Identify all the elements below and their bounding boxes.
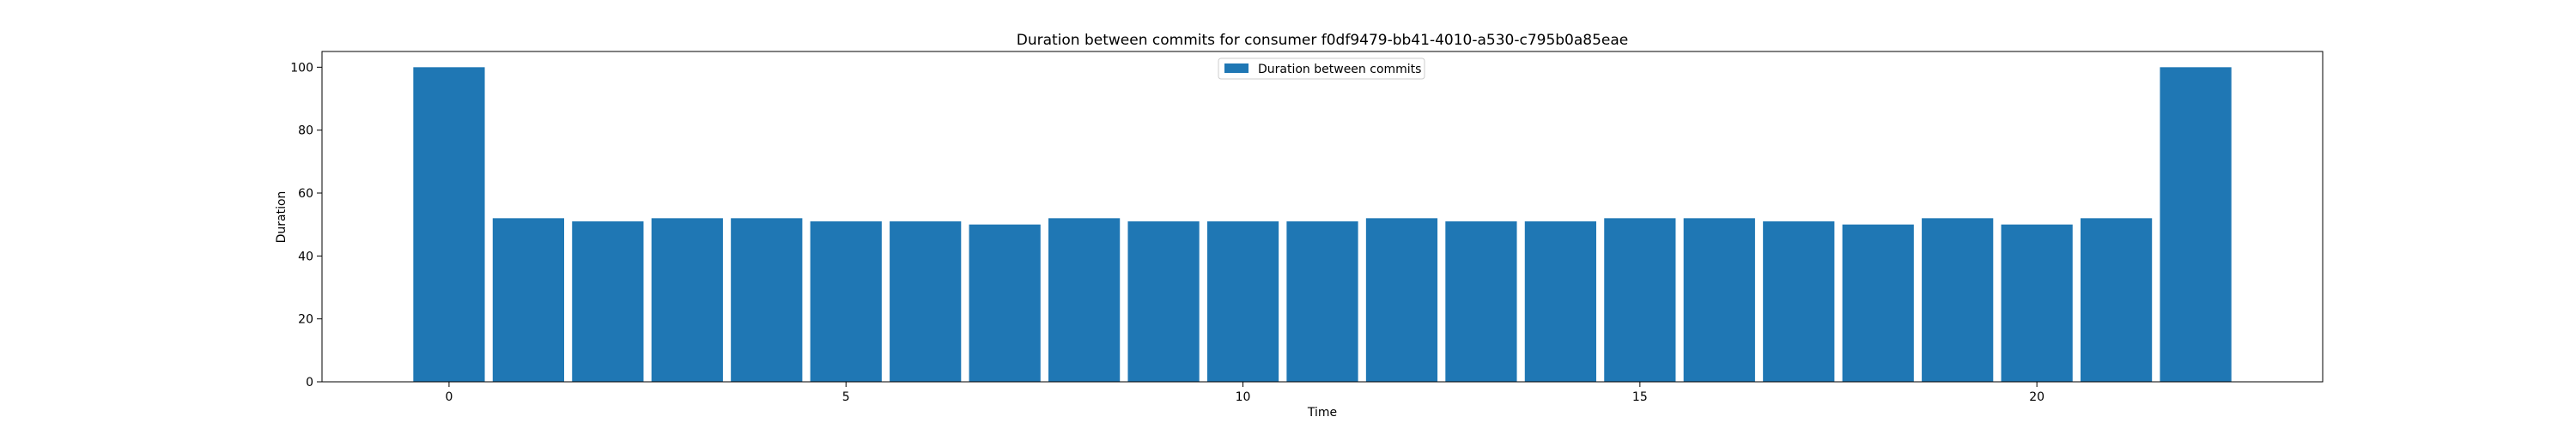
bar bbox=[731, 218, 803, 382]
chart-title: Duration between commits for consumer f0… bbox=[1017, 32, 1629, 49]
bar bbox=[1604, 218, 1676, 382]
y-tick-label: 20 bbox=[298, 313, 313, 327]
y-axis-label: Duration bbox=[275, 191, 289, 244]
x-axis-ticks: 0 5 10 15 20 bbox=[445, 382, 2044, 404]
y-tick-label: 0 bbox=[306, 376, 313, 390]
bar bbox=[1445, 221, 1517, 382]
bar bbox=[1763, 221, 1835, 382]
legend-box bbox=[1218, 57, 1425, 80]
bar bbox=[1683, 218, 1755, 382]
x-axis-label: Time bbox=[1307, 406, 1337, 420]
y-tick-label: 100 bbox=[290, 61, 313, 75]
x-tick-label: 20 bbox=[2029, 390, 2044, 404]
bar bbox=[1922, 218, 1994, 382]
plot-frame bbox=[321, 51, 2324, 383]
legend-swatch bbox=[1224, 63, 1249, 73]
bar bbox=[2160, 67, 2232, 382]
x-tick-label: 10 bbox=[1236, 390, 1251, 404]
x-tick-label: 5 bbox=[842, 390, 850, 404]
bars-layer bbox=[413, 67, 2232, 382]
x-tick-label: 0 bbox=[445, 390, 453, 404]
bar bbox=[969, 224, 1041, 382]
bar bbox=[1524, 221, 1596, 382]
bar bbox=[1842, 224, 1914, 382]
bar bbox=[1127, 221, 1200, 382]
bar bbox=[651, 218, 723, 382]
y-tick-label: 40 bbox=[298, 250, 313, 263]
legend: Duration between commits bbox=[1218, 57, 1425, 80]
y-tick-label: 60 bbox=[298, 187, 313, 201]
bar bbox=[1206, 221, 1279, 382]
bar bbox=[810, 221, 882, 382]
bar bbox=[2080, 218, 2153, 382]
bar bbox=[2001, 224, 2073, 382]
bar bbox=[1365, 218, 1438, 382]
x-tick-label: 15 bbox=[1632, 390, 1648, 404]
bar bbox=[492, 218, 565, 382]
bar bbox=[890, 221, 962, 382]
bar bbox=[1286, 221, 1358, 382]
bar bbox=[413, 67, 485, 382]
legend-label: Duration between commits bbox=[1258, 63, 1421, 76]
y-axis-ticks: 0 20 40 60 80 100 bbox=[290, 61, 322, 390]
bar bbox=[572, 221, 644, 382]
bar bbox=[1048, 218, 1121, 382]
y-tick-label: 80 bbox=[298, 124, 313, 138]
